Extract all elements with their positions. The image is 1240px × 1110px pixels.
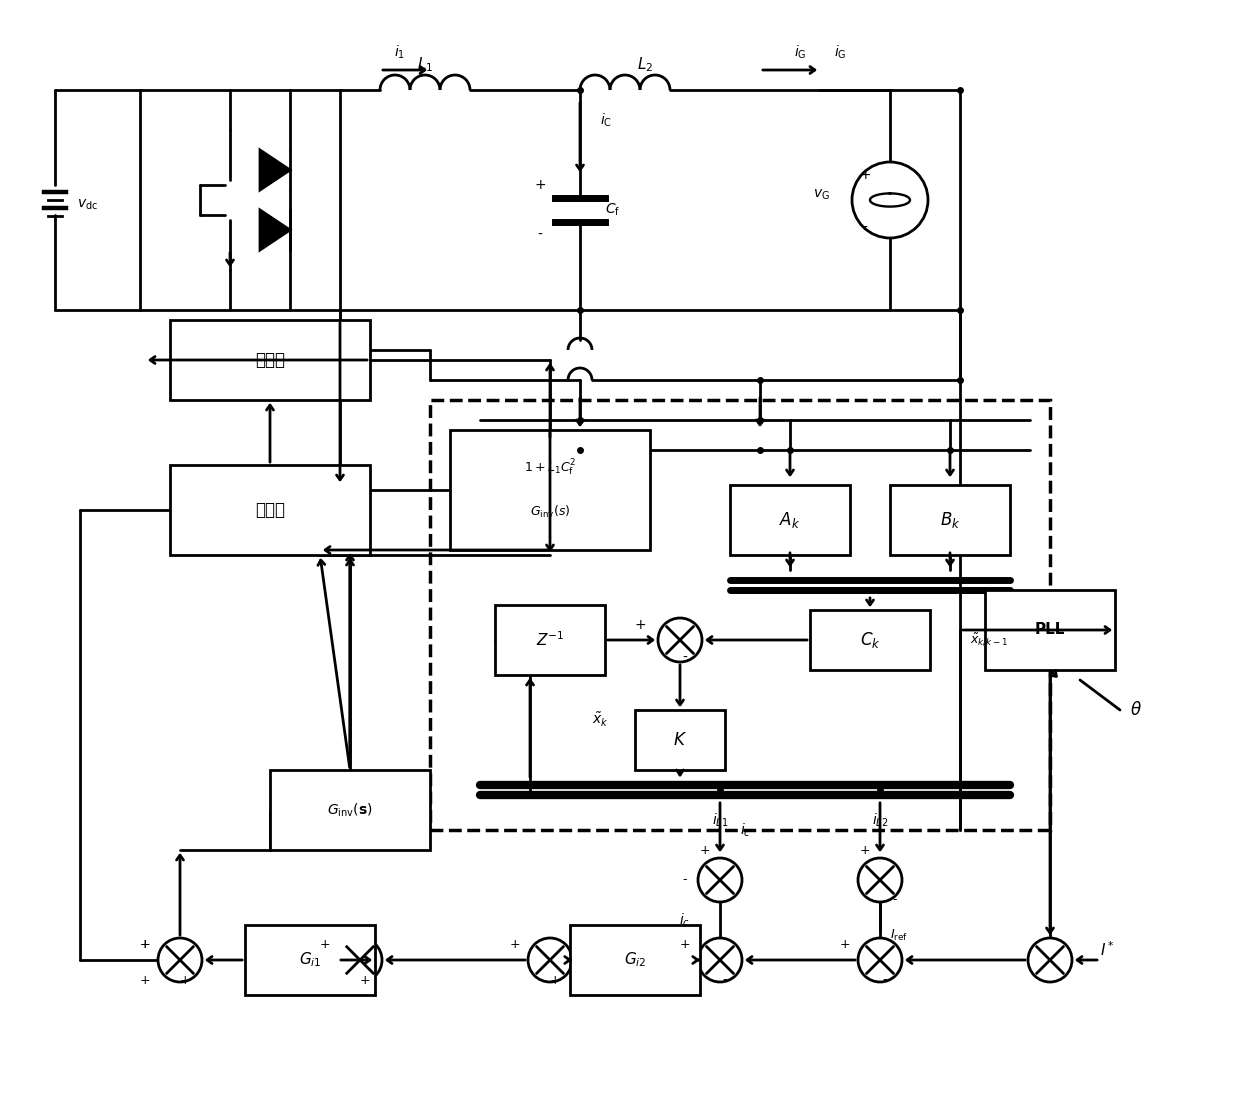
Text: +: + (680, 938, 691, 951)
Text: +: + (534, 178, 546, 192)
Text: $G_{i1}$: $G_{i1}$ (299, 950, 321, 969)
Text: -: - (682, 650, 687, 665)
Text: $\theta$: $\theta$ (1130, 702, 1142, 719)
Circle shape (852, 162, 928, 238)
Text: +: + (859, 844, 870, 857)
Text: $B_k$: $B_k$ (940, 509, 960, 529)
Text: $Z^{-1}$: $Z^{-1}$ (536, 630, 564, 649)
Text: $i_{L2}$: $i_{L2}$ (872, 811, 888, 829)
Circle shape (339, 938, 382, 982)
Text: -: - (723, 973, 727, 987)
Text: $L_2$: $L_2$ (637, 56, 653, 74)
Bar (810, 610, 930, 670)
Text: $K$: $K$ (673, 731, 687, 749)
Text: -: - (538, 228, 542, 242)
Circle shape (658, 618, 702, 662)
Text: -: - (683, 874, 687, 887)
Text: +: + (699, 844, 711, 857)
Text: $\tilde{x}_{k/k-1}$: $\tilde{x}_{k/k-1}$ (970, 632, 1008, 648)
Text: $L_1$: $L_1$ (417, 56, 433, 74)
Text: 调制器: 调制器 (255, 501, 285, 519)
Circle shape (858, 858, 901, 902)
Text: $G_{\rm inv}({\bf s})$: $G_{\rm inv}({\bf s})$ (327, 801, 373, 819)
Text: +: + (549, 973, 560, 987)
Text: $A_k$: $A_k$ (779, 509, 801, 529)
Bar (450, 430, 650, 549)
Text: +: + (634, 618, 646, 632)
Text: +: + (510, 938, 521, 951)
Bar (246, 925, 374, 995)
Text: $i_c$: $i_c$ (680, 911, 689, 929)
Circle shape (698, 858, 742, 902)
Text: $\tilde{x}_k$: $\tilde{x}_k$ (591, 712, 609, 729)
Polygon shape (260, 150, 290, 190)
Bar (635, 710, 725, 770)
Text: +: + (140, 973, 150, 987)
Text: PLL: PLL (1035, 623, 1065, 637)
Circle shape (698, 938, 742, 982)
Bar (170, 465, 370, 555)
Circle shape (1028, 938, 1073, 982)
Text: +: + (180, 973, 190, 987)
Text: $C_{\rm f}$: $C_{\rm f}$ (605, 202, 620, 219)
Bar (890, 485, 1011, 555)
Text: -: - (863, 221, 868, 235)
Text: -: - (893, 894, 898, 907)
Text: +: + (859, 168, 870, 182)
Bar (270, 770, 430, 850)
Text: +: + (839, 938, 851, 951)
Circle shape (858, 938, 901, 982)
Text: $C_k$: $C_k$ (859, 630, 880, 650)
Text: $i_{\rm G}$: $i_{\rm G}$ (794, 43, 806, 61)
Text: +: + (320, 938, 330, 951)
Bar (570, 925, 701, 995)
Text: $i_{\rm G}$: $i_{\rm G}$ (833, 43, 846, 61)
Text: $i_{\rm C}$: $i_{\rm C}$ (600, 111, 613, 129)
Text: $I_{\rm ref}$: $I_{\rm ref}$ (890, 928, 908, 942)
Bar (985, 591, 1115, 670)
Text: $v_{\rm dc}$: $v_{\rm dc}$ (77, 198, 98, 212)
Text: $1+L_1C_{\rm f}^2$: $1+L_1C_{\rm f}^2$ (523, 457, 577, 478)
Text: $I^*$: $I^*$ (1100, 940, 1115, 959)
Circle shape (157, 938, 202, 982)
Bar (430, 400, 1050, 830)
Text: $G_{i2}$: $G_{i2}$ (624, 950, 646, 969)
Text: $i_1$: $i_1$ (394, 43, 405, 61)
Text: +: + (140, 938, 150, 951)
Text: 门驱动: 门驱动 (255, 351, 285, 369)
Text: +: + (140, 938, 150, 951)
Bar (730, 485, 849, 555)
Text: $v_{\rm G}$: $v_{\rm G}$ (813, 188, 830, 202)
Text: $i_{L1}$: $i_{L1}$ (712, 811, 728, 829)
Circle shape (528, 938, 572, 982)
Bar (495, 605, 605, 675)
Text: $i_c$: $i_c$ (740, 821, 751, 839)
Polygon shape (260, 210, 290, 250)
Text: -: - (883, 973, 888, 987)
Text: +: + (360, 973, 371, 987)
Bar (170, 320, 370, 400)
Text: $G_{\rm inv}(s)$: $G_{\rm inv}(s)$ (529, 504, 570, 521)
